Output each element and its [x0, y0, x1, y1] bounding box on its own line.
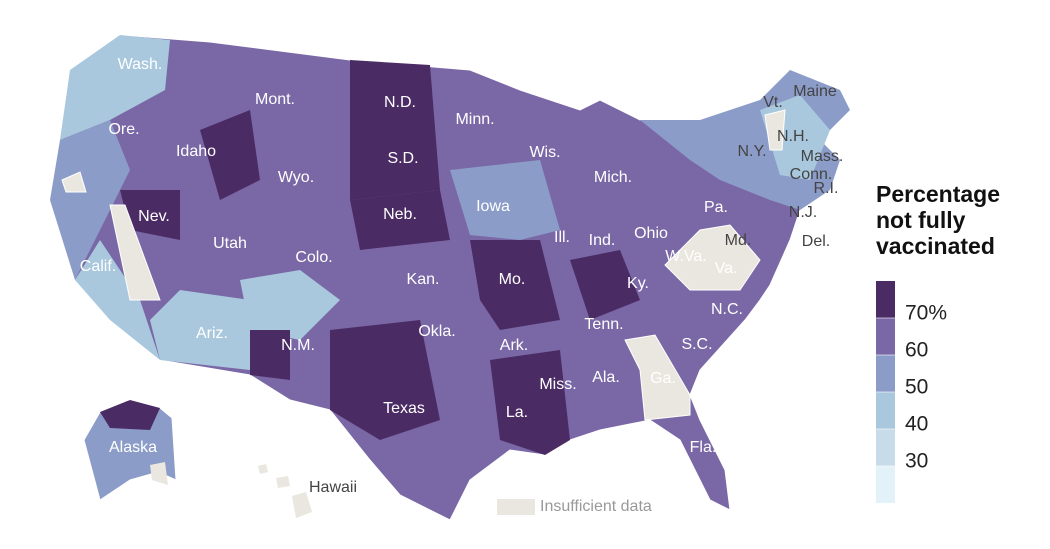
state-label: N.Y. [737, 143, 766, 160]
state-label: Ill. [554, 229, 570, 246]
state-label: Mich. [594, 169, 632, 186]
state-label: W.Va. [665, 248, 707, 265]
state-label: Calif. [80, 258, 116, 275]
no-data-region [624, 334, 691, 421]
state-label: Okla. [418, 323, 455, 340]
state-label: Minn. [455, 111, 494, 128]
no-data-region [61, 171, 87, 193]
hawaii [258, 464, 268, 474]
state-label: Ohio [634, 225, 668, 242]
state-label: Tenn. [584, 316, 623, 333]
region-dark [350, 60, 440, 200]
state-label: Va. [715, 260, 738, 277]
state-label: Wis. [529, 144, 560, 161]
region-light [75, 240, 160, 360]
state-label: Conn. [790, 166, 833, 183]
hawaii [292, 492, 312, 518]
legend-title: Percentage not fully vaccinated [876, 181, 1001, 259]
region-dark [350, 190, 450, 250]
state-label: N.H. [777, 128, 809, 145]
legend-tick-label: 50 [905, 376, 928, 399]
state-label: Texas [383, 400, 425, 417]
region-light [240, 270, 340, 340]
state-label: La. [506, 404, 528, 421]
state-label: Hawaii [309, 479, 357, 496]
legend-swatch [876, 281, 895, 318]
hawaii [276, 476, 290, 488]
state-label: Idaho [176, 143, 216, 160]
legend-swatch [876, 429, 895, 466]
state-label: Ga. [650, 370, 676, 387]
state-label: Iowa [476, 198, 510, 215]
state-label: Wash. [118, 56, 163, 73]
no-data-region [764, 109, 786, 151]
state-label: Vt. [763, 94, 783, 111]
region-light [150, 290, 250, 370]
state-label: Miss. [539, 376, 576, 393]
state-label: Mo. [499, 271, 526, 288]
legend-swatch [876, 355, 895, 392]
state-label: Fla. [690, 439, 717, 456]
legend-swatch [876, 466, 895, 503]
region-light [450, 160, 560, 240]
state-label: Alaska [109, 439, 157, 456]
state-label: R.I. [814, 180, 839, 197]
region-dark [570, 250, 640, 320]
state-label: Pa. [704, 199, 728, 216]
state-label: Utah [213, 235, 247, 252]
no-data-region [109, 204, 161, 301]
state-label: Ariz. [196, 325, 228, 342]
state-label: N.C. [711, 301, 743, 318]
state-label: Nev. [138, 208, 170, 225]
legend-tick-label: 40 [905, 413, 928, 436]
alaska-dark [100, 400, 160, 430]
state-label: S.D. [387, 150, 418, 167]
no-data-region [150, 462, 168, 485]
region-dark [120, 190, 180, 240]
no-data-swatch [497, 499, 535, 515]
state-label: N.D. [384, 94, 416, 111]
state-label: Ind. [589, 232, 616, 249]
state-label: Md. [725, 232, 752, 249]
state-label: Ark. [500, 337, 528, 354]
region-dark [200, 110, 260, 200]
state-label: Mass. [801, 148, 844, 165]
state-label: Neb. [383, 206, 417, 223]
region-dark [490, 350, 570, 455]
state-label: N.J. [789, 204, 817, 221]
no-data-region [664, 224, 761, 291]
legend-tick-label: 70% [905, 302, 947, 325]
legend-tick-label: 60 [905, 339, 928, 362]
state-label: N.M. [281, 337, 315, 354]
state-label: Ky. [627, 275, 649, 292]
state-label: Del. [802, 233, 830, 250]
state-label: Ala. [592, 369, 620, 386]
no-data-label: Insufficient data [540, 498, 652, 515]
state-label: S.C. [681, 336, 712, 353]
state-label: Colo. [295, 249, 332, 266]
legend-swatch [876, 318, 895, 355]
region-dark [250, 330, 290, 380]
legend-tick-label: 30 [905, 450, 928, 473]
region-light [60, 35, 170, 140]
legend-swatch [876, 392, 895, 429]
region-dark [330, 320, 440, 440]
state-label: Ore. [108, 121, 139, 138]
region-dark [470, 240, 560, 330]
state-label: Mont. [255, 91, 295, 108]
state-label: Kan. [407, 271, 440, 288]
state-label: Wyo. [278, 169, 314, 186]
state-label: Maine [793, 83, 837, 100]
region-light [50, 120, 130, 280]
